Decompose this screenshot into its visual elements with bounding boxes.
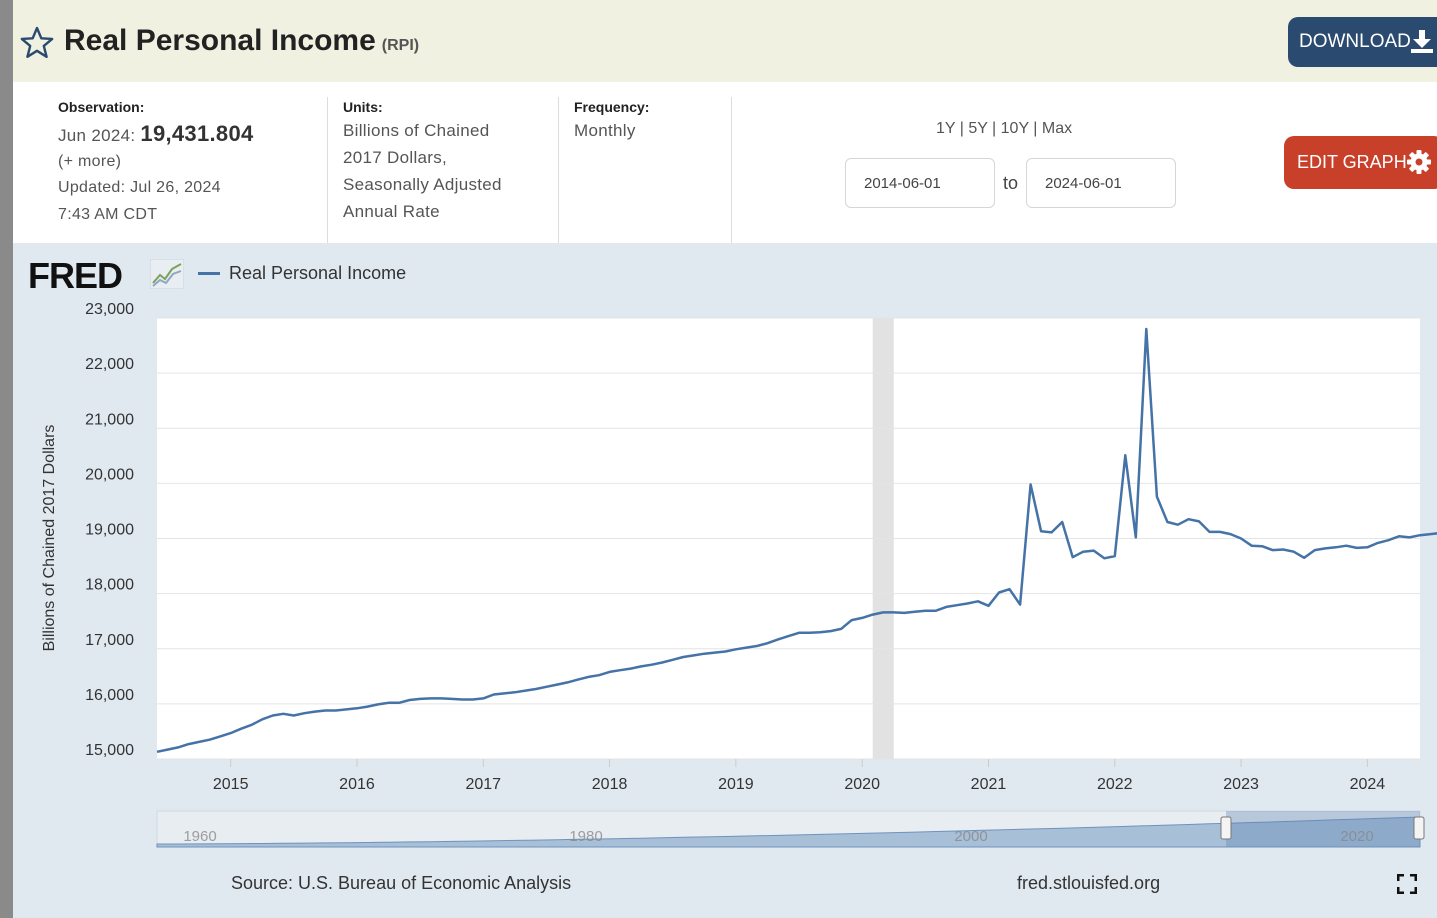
window-edge <box>0 0 13 918</box>
x-tick-label: 2020 <box>844 776 880 793</box>
range-presets: 1Y | 5Y | 10Y | Max <box>936 120 1072 138</box>
legend-label: Real Personal Income <box>229 263 407 283</box>
frequency-value: Monthly <box>574 121 636 140</box>
x-tick-label: 2019 <box>718 776 754 793</box>
range-separator: | <box>1028 120 1042 137</box>
series-id: (RPI) <box>381 37 420 54</box>
range-1y[interactable]: 1Y <box>936 120 956 137</box>
page-title: Real Personal Income (RPI) <box>64 24 419 58</box>
range-separator: | <box>955 120 969 137</box>
y-tick-label: 22,000 <box>85 356 134 373</box>
observation-line: Jun 2024: 19,431.804 <box>58 120 254 149</box>
x-tick-label: 2017 <box>465 776 501 793</box>
edit-graph-button[interactable]: EDIT GRAPH <box>1284 136 1437 189</box>
divider <box>558 97 559 243</box>
legend-swatch <box>198 272 220 275</box>
observation-date: Jun 2024: <box>58 126 136 145</box>
source-text: Source: U.S. Bureau of Economic Analysis <box>231 873 572 893</box>
divider <box>327 97 328 243</box>
y-tick-label: 16,000 <box>85 687 134 704</box>
divider <box>731 97 732 243</box>
y-tick-label: 19,000 <box>85 522 134 539</box>
units-label: Units: <box>343 99 383 115</box>
units-line: 2017 Dollars, <box>343 148 448 167</box>
series-title: Real Personal Income <box>64 24 376 57</box>
x-tick-label: 2018 <box>592 776 628 793</box>
y-axis-label: Billions of Chained 2017 Dollars <box>41 425 58 652</box>
x-tick-label: 2015 <box>213 776 249 793</box>
updated-time: 7:43 AM CDT <box>58 206 158 223</box>
range-5y[interactable]: 5Y <box>968 120 988 137</box>
navigator-label: 1980 <box>569 828 602 845</box>
navigator-label: 2000 <box>954 828 987 845</box>
more-link[interactable]: (+ more) <box>58 153 122 170</box>
y-tick-label: 17,000 <box>85 632 134 649</box>
y-tick-label: 15,000 <box>85 742 134 759</box>
navigator-label: 2020 <box>1340 828 1373 845</box>
navigator-handle[interactable] <box>1413 816 1425 840</box>
y-tick-label: 21,000 <box>85 411 134 428</box>
star-icon[interactable] <box>20 26 54 60</box>
y-tick-label: 18,000 <box>85 577 134 594</box>
start-date-input[interactable]: 2014-06-01 <box>845 158 995 208</box>
navigator-area <box>156 816 1421 848</box>
frequency-label: Frequency: <box>574 99 650 115</box>
units-value: Billions of Chained 2017 Dollars, Season… <box>343 117 502 225</box>
range-10y[interactable]: 10Y <box>1000 120 1029 137</box>
fred-logo-chart-icon <box>150 259 184 289</box>
observation-value: 19,431.804 <box>140 121 254 146</box>
fred-url[interactable]: fred.stlouisfed.org <box>1017 873 1161 893</box>
x-tick-label: 2016 <box>339 776 375 793</box>
units-line: Seasonally Adjusted <box>343 175 502 194</box>
updated-date: Updated: Jul 26, 2024 <box>58 179 221 196</box>
download-label: DOWNLOAD <box>1299 31 1411 52</box>
x-tick-label: 2021 <box>971 776 1007 793</box>
observation-label: Observation: <box>58 99 145 115</box>
navigator-handle[interactable] <box>1220 816 1232 840</box>
range-separator: | <box>987 120 1001 137</box>
navigator-selection[interactable] <box>1226 811 1420 847</box>
units-line: Annual Rate <box>343 202 440 221</box>
range-max[interactable]: Max <box>1041 120 1073 137</box>
to-label: to <box>1003 173 1019 193</box>
units-line: Billions of Chained <box>343 121 490 140</box>
series-header <box>13 0 1437 82</box>
end-date-input[interactable]: 2024-06-01 <box>1026 158 1176 208</box>
navigator-label: 1960 <box>183 828 216 845</box>
x-tick-label: 2024 <box>1350 776 1386 793</box>
fred-logo: FRED <box>28 255 123 296</box>
series-line-real-personal-income <box>156 327 1437 754</box>
x-tick-label: 2022 <box>1097 776 1133 793</box>
fullscreen-icon[interactable] <box>1397 874 1417 894</box>
gear-icon <box>1407 150 1431 174</box>
download-icon <box>1411 30 1433 53</box>
edit-graph-label: EDIT GRAPH <box>1297 152 1407 172</box>
y-tick-label: 23,000 <box>85 301 134 318</box>
download-button[interactable]: DOWNLOAD <box>1288 17 1437 67</box>
y-tick-label: 20,000 <box>85 466 134 483</box>
x-tick-label: 2023 <box>1223 776 1259 793</box>
